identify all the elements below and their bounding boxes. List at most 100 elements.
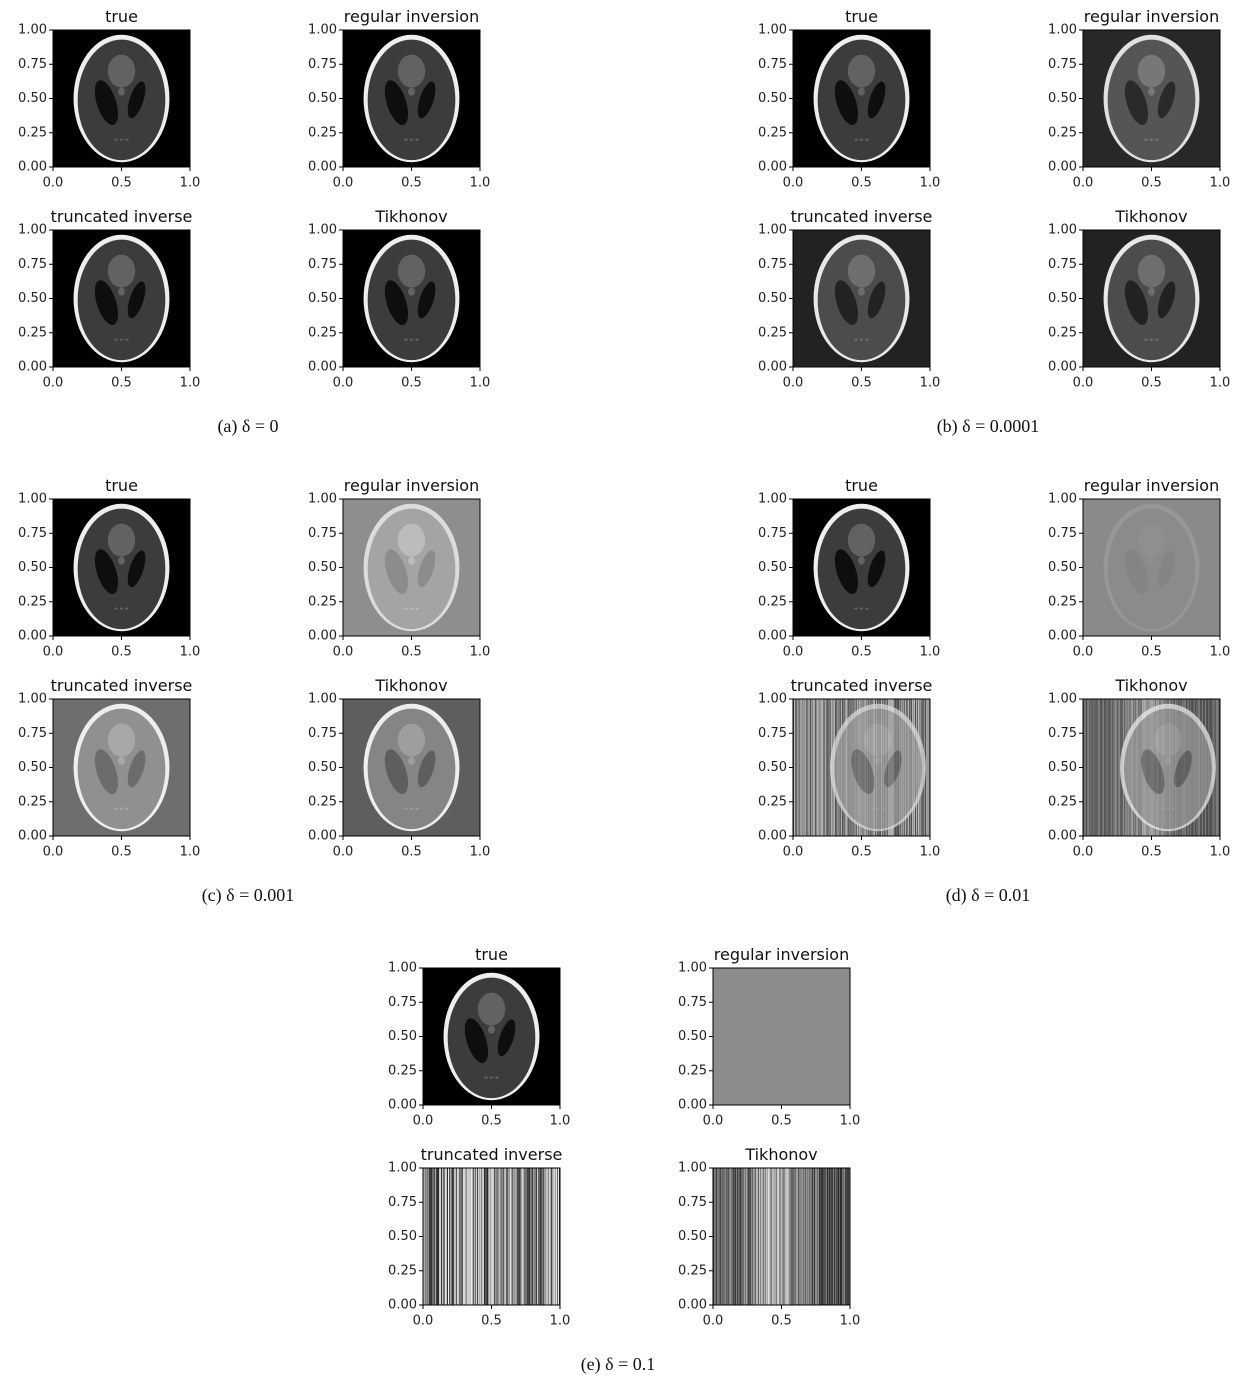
stripe [817,699,818,836]
stripe [772,1168,773,1305]
y-tick-label: 0.00 [758,629,787,644]
panel-title: true [845,476,878,495]
small-dot [114,608,117,610]
stripe [544,1168,545,1305]
small-dot [882,808,885,810]
panel: true0.000.250.500.751.000.00.51.0 [18,7,200,191]
stripe [483,1168,484,1305]
stripe [811,699,812,836]
stripe [842,1168,843,1305]
stripe [430,1168,431,1305]
stripe [530,1168,531,1305]
stripe [527,1168,528,1305]
small-dot [854,608,857,610]
stripe [740,1168,741,1305]
x-tick-label: 0.5 [111,645,132,660]
stripe [821,1168,822,1305]
stripe [519,1168,520,1305]
stripe [927,699,928,836]
y-tick-label: 0.00 [758,360,787,375]
stripe [818,1168,819,1305]
stripe [464,1168,465,1305]
stripe [1092,699,1093,836]
y-tick-label: 0.25 [388,1063,417,1078]
y-tick-label: 0.25 [678,1063,707,1078]
stripe [1098,699,1099,836]
center-dot [1165,757,1172,765]
stripe [1110,699,1111,836]
y-tick-label: 0.50 [1048,91,1077,106]
y-tick-label: 1.00 [1048,23,1077,38]
y-tick-label: 0.00 [18,629,47,644]
stripe [804,1168,805,1305]
stripe [810,699,811,836]
small-dot [125,608,128,610]
stripe [749,1168,750,1305]
y-tick-label: 0.25 [308,325,337,340]
small-dot [854,139,857,141]
stripe [526,1168,527,1305]
y-tick-label: 0.00 [1048,629,1077,644]
small-dot [490,1077,493,1079]
blob [398,524,425,557]
stripe [452,1168,453,1305]
stripe [829,699,830,836]
y-tick-label: 0.50 [758,560,787,575]
small-dot [410,339,413,341]
stripe [512,1168,513,1305]
stripe [784,1168,785,1305]
y-tick-label: 0.50 [308,560,337,575]
x-tick-label: 0.5 [481,1114,502,1129]
stripe [487,1168,488,1305]
stripe [1086,699,1087,836]
stripe [722,1168,723,1305]
stripe [828,699,829,836]
stripe [799,1168,800,1305]
small-dot [860,339,863,341]
phantom [1120,704,1216,831]
stripe [728,1168,729,1305]
y-tick-label: 0.50 [308,91,337,106]
phantom [364,35,460,162]
panel: regular inversion0.000.250.500.751.000.0… [308,476,490,660]
stripe [482,1168,483,1305]
stripe [1099,699,1100,836]
blob [1154,724,1181,757]
stripe [790,1168,791,1305]
y-tick-label: 0.00 [1048,829,1077,844]
small-dot [1150,339,1153,341]
phantom [1104,235,1200,362]
stripe [1094,699,1095,836]
panel: regular inversion0.000.250.500.751.000.0… [1048,476,1230,660]
stripe [1102,699,1103,836]
stripe [503,1168,504,1305]
stripe [541,1168,542,1305]
stripe [792,1168,793,1305]
center-dot [408,88,415,96]
stripe [497,1168,498,1305]
stripe [1095,699,1096,836]
small-dot [120,339,123,341]
stripe [547,1168,548,1305]
stripe [835,1168,836,1305]
small-dot [484,1077,487,1079]
x-tick-label: 1.0 [180,176,201,191]
phantom [814,504,910,631]
x-tick-label: 0.0 [783,176,804,191]
stripe [494,1168,495,1305]
stripe [1107,699,1108,836]
stripe [773,1168,774,1305]
stripe [768,1168,769,1305]
x-tick-label: 0.5 [1141,845,1162,860]
y-tick-label: 1.00 [388,1161,417,1176]
small-dot [871,808,874,810]
y-tick-label: 0.25 [18,125,47,140]
stripe [515,1168,516,1305]
stripe [743,1168,744,1305]
y-tick-label: 1.00 [678,961,707,976]
stripe [495,1168,496,1305]
phantom [74,704,170,831]
stripe [794,1168,795,1305]
stripe [783,1168,784,1305]
stripe [815,1168,816,1305]
